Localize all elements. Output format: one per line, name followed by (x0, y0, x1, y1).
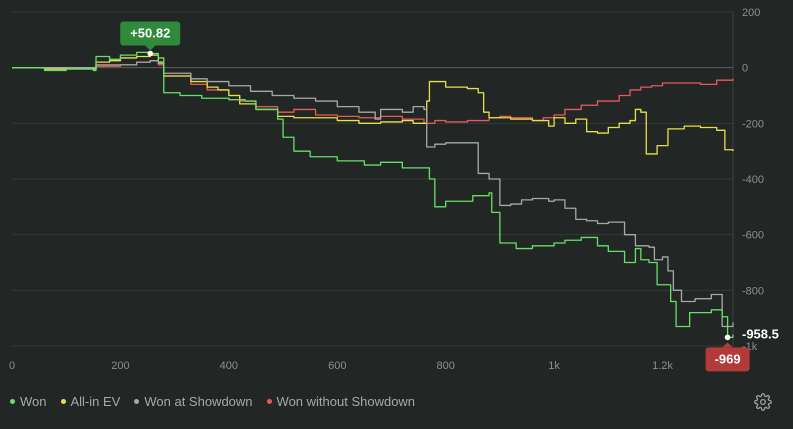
y-tick-label: -800 (742, 285, 764, 297)
annotation-badge (705, 347, 750, 372)
annotation-label: +50.82 (130, 26, 170, 41)
x-tick-label: 800 (437, 360, 455, 372)
legend-item-won-at-showdown[interactable]: Won at Showdown (134, 394, 253, 409)
legend-label: Won (20, 394, 47, 409)
annotation-pointer (722, 342, 733, 348)
x-tick-label: 0 (9, 360, 15, 372)
series-line-won-without-showdown (12, 60, 734, 124)
series-line-all-in-ev (12, 54, 734, 155)
annotation-badge (120, 21, 181, 46)
legend-item-all-in-ev[interactable]: All-in EV (60, 394, 121, 409)
x-tick-label: 400 (220, 360, 238, 372)
y-tick-label: 0 (742, 63, 748, 75)
legend-marker (134, 399, 140, 404)
annotation-pointer (145, 45, 156, 51)
legend: Won All-in EV Won at Showdown Won withou… (10, 394, 415, 409)
legend-marker (10, 399, 15, 404)
x-tick-label: 200 (111, 360, 129, 372)
annotation-point (147, 50, 154, 57)
y-tick-label: -600 (742, 230, 764, 242)
legend-label: Won without Showdown (276, 394, 416, 409)
legend-label: Won at Showdown (144, 394, 253, 409)
annotation-point (724, 334, 731, 341)
legend-label: All-in EV (70, 394, 121, 409)
legend-marker (266, 399, 272, 404)
legend-item-won-without-showdown[interactable]: Won without Showdown (266, 394, 416, 409)
series-lines (12, 51, 734, 339)
y-tick-label: 200 (742, 7, 760, 19)
x-tick-label: 1.2k (652, 360, 673, 372)
legend-item-won[interactable]: Won (10, 394, 47, 409)
x-tick-label: 600 (328, 360, 346, 372)
grid-lines (12, 11, 734, 347)
x-tick-label: 1k (548, 360, 560, 372)
end-value-label: -958.5 (742, 326, 779, 341)
y-tick-label: -200 (742, 118, 764, 130)
legend-marker (60, 399, 66, 404)
annotations: +50.82 -969-958.5 (120, 21, 779, 372)
series-line-won (12, 51, 734, 339)
y-tick-label: -400 (742, 174, 764, 186)
annotation-label: -969 (715, 351, 741, 366)
series-line-won-at-showdown (12, 60, 734, 328)
gear-icon[interactable] (754, 393, 772, 411)
